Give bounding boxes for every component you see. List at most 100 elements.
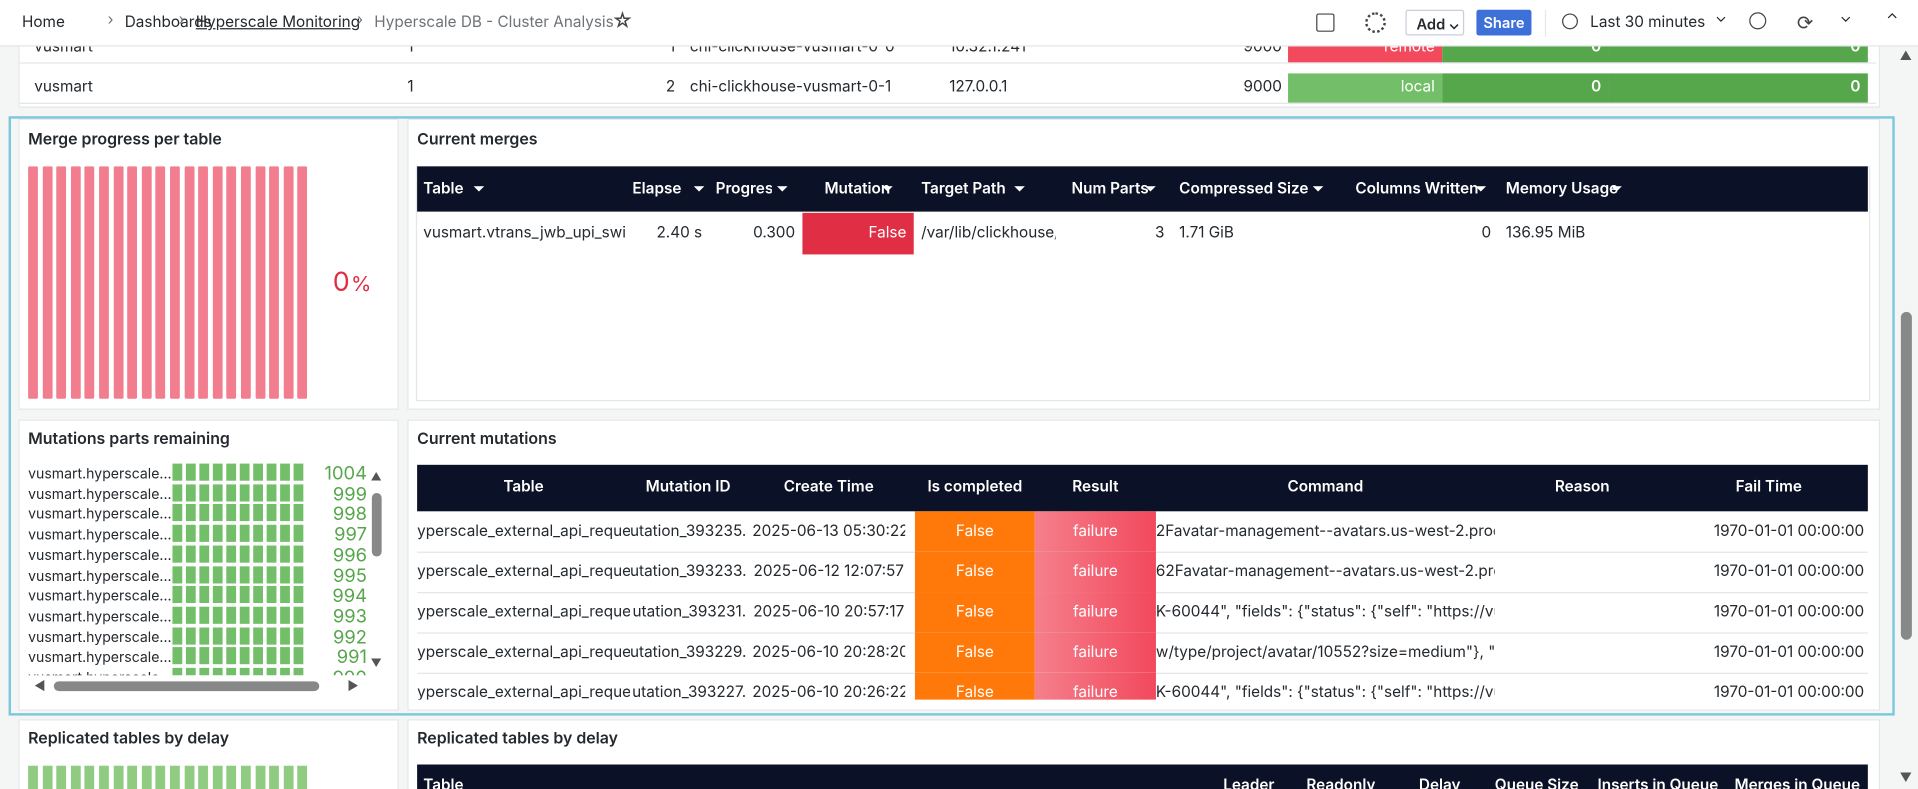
scroll-track[interactable]: ▲: [370, 470, 382, 485]
gauge-stripe: [113, 166, 124, 399]
bar-stripe: [253, 606, 263, 624]
hscroll-left[interactable]: ◀: [34, 678, 46, 694]
star-icon[interactable]: ☆: [611, 9, 634, 35]
filter-icon[interactable]: ⏷: [693, 178, 706, 197]
filter-icon[interactable]: ⏷: [1144, 178, 1157, 197]
time-range[interactable]: Last 30 minutes: [1590, 13, 1706, 32]
filter-icon[interactable]: ⏷: [776, 178, 789, 197]
filter-icon[interactable]: ⏷: [1610, 178, 1623, 197]
filter-icon[interactable]: ⏷: [881, 178, 894, 197]
bar-stripe: [280, 606, 290, 624]
list-viewport: vusmart.hyperscale... 1004 vusmart.hypersc…: [20, 462, 367, 676]
separator: ›: [357, 11, 364, 30]
zoom-icon[interactable]: [1749, 12, 1767, 30]
breadcrumb[interactable]: Home: [22, 13, 65, 32]
column-header[interactable]: Inserts in Queue: [1597, 776, 1719, 789]
settings-icon[interactable]: [1365, 12, 1386, 34]
column-header[interactable]: Leader: [1223, 776, 1275, 789]
gauge-stripe: [113, 765, 124, 789]
panel-title: Replicated tables by delay: [28, 729, 230, 749]
bar-stripe: [253, 647, 263, 665]
column-header[interactable]: Create Time: [783, 478, 874, 497]
cell: False: [914, 511, 1035, 552]
bar-stripe: [199, 524, 210, 542]
scroll-thumb[interactable]: [371, 492, 382, 557]
caret[interactable]: ⌃: [1886, 11, 1899, 30]
column-header[interactable]: Memory Usage: [1505, 179, 1619, 199]
column-header[interactable]: Is completed: [927, 478, 1023, 497]
column-header[interactable]: Compressed Size: [1179, 179, 1309, 199]
filter-icon[interactable]: ⏷: [1014, 178, 1026, 197]
bar-stripe: [293, 524, 304, 542]
cell: chi-clickhouse-vusmart-0-1: [689, 78, 892, 97]
item-value: 998: [332, 501, 367, 526]
column-header[interactable]: Merges in Queue: [1734, 776, 1861, 789]
bar-stripe: [185, 524, 196, 542]
caret[interactable]: ⌄: [1714, 8, 1727, 27]
caret[interactable]: ⌄: [1448, 14, 1460, 34]
bar-stripe: [280, 565, 290, 583]
filter-icon[interactable]: ⏷: [1475, 178, 1487, 197]
column-header[interactable]: Table: [503, 478, 544, 497]
column-header[interactable]: Columns Written: [1355, 179, 1479, 199]
bar-stripe: [253, 565, 263, 583]
gauge-stripe: [283, 166, 294, 399]
scroll-down[interactable]: ▼: [370, 656, 382, 671]
bar-stripe: [239, 504, 250, 522]
bar-stripe: [212, 667, 223, 676]
bar-stripe: [293, 565, 304, 583]
filter-icon[interactable]: ⏷: [1312, 178, 1325, 197]
column-header[interactable]: Table: [423, 179, 464, 199]
item-value: 1004: [324, 462, 367, 485]
cell: yperscale_external_api_request_: [417, 603, 630, 622]
bar-stripe: [212, 627, 223, 645]
save-icon[interactable]: [1316, 13, 1335, 32]
hscroll-right[interactable]: ▶: [347, 678, 359, 694]
item-label: vusmart.hyperscale...: [28, 526, 172, 544]
column-header[interactable]: Table: [423, 776, 464, 789]
bar-stripe: [226, 545, 237, 563]
column-header[interactable]: Mutation: [824, 179, 891, 199]
status-cell: local: [1288, 73, 1443, 103]
refresh-icon[interactable]: ⟳: [1796, 9, 1814, 35]
row-line: [19, 62, 1877, 64]
clock-icon[interactable]: [1562, 13, 1578, 30]
item-value: 990: [313, 665, 367, 675]
gauge-value: 0: [332, 266, 350, 299]
cell: 127.0.0.1: [949, 78, 1008, 97]
gauge-stripe: [170, 765, 180, 789]
column-header[interactable]: Mutation ID: [645, 478, 731, 497]
column-header[interactable]: Target Path: [921, 179, 1006, 199]
column-header[interactable]: Reason: [1554, 478, 1610, 497]
share-button[interactable]: Share: [1476, 9, 1532, 36]
gauge-stripe: [269, 765, 280, 789]
bar-stripe: [226, 667, 237, 676]
column-header[interactable]: Result: [1072, 478, 1119, 497]
page-scroll-down[interactable]: ▼: [1899, 770, 1913, 786]
column-header[interactable]: Delay: [1418, 776, 1461, 789]
column-header[interactable]: Queue Size: [1494, 776, 1579, 789]
bar-stripe: [293, 627, 304, 645]
add-button[interactable]: Add ⌄: [1405, 9, 1465, 36]
column-header[interactable]: Readonly: [1306, 776, 1376, 789]
column-header[interactable]: Num Parts: [1071, 179, 1149, 199]
gauge-stripe: [141, 166, 152, 399]
column-header[interactable]: Fail Time: [1735, 478, 1802, 497]
bar-stripe: [226, 504, 237, 522]
breadcrumb[interactable]: Hyperscale Monitoring: [195, 13, 361, 32]
page-scroll-up[interactable]: ▲: [1899, 48, 1913, 64]
breadcrumb[interactable]: Dashboards: [124, 13, 212, 32]
item-label: vusmart.hyperscale...: [28, 505, 172, 523]
bar-stripe: [199, 504, 210, 522]
page-scroll-thumb[interactable]: [1900, 311, 1912, 640]
column-header[interactable]: Elapse: [632, 179, 682, 199]
bar-stripe: [280, 667, 290, 676]
caret[interactable]: ⌄: [1839, 8, 1852, 27]
gauge-stripe: [56, 166, 67, 399]
add-label[interactable]: Add: [1416, 14, 1446, 34]
bar-stripe: [185, 647, 196, 665]
hscroll-thumb[interactable]: [53, 681, 320, 692]
column-header[interactable]: Command: [1287, 478, 1364, 497]
column-header[interactable]: Progress: [715, 179, 772, 199]
filter-icon[interactable]: ⏷: [473, 178, 486, 197]
